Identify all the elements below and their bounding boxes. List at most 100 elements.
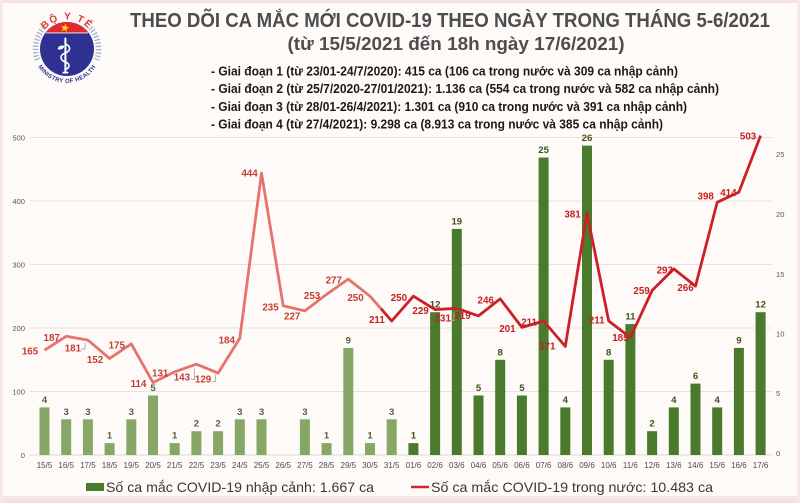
svg-text:09/6: 09/6: [579, 461, 595, 470]
svg-text:201: 201: [499, 324, 516, 335]
svg-text:227: 227: [284, 311, 301, 322]
svg-text:250: 250: [391, 293, 408, 304]
svg-text:29/5: 29/5: [341, 461, 357, 470]
svg-text:211: 211: [521, 318, 537, 329]
svg-text:3: 3: [85, 407, 90, 418]
svg-text:114: 114: [131, 379, 147, 390]
svg-text:0: 0: [776, 449, 780, 458]
svg-text:0: 0: [21, 451, 25, 460]
svg-text:175: 175: [109, 340, 126, 351]
svg-text:235: 235: [262, 302, 279, 313]
svg-text:11/6: 11/6: [623, 461, 639, 470]
svg-text:165: 165: [22, 347, 39, 358]
svg-text:08/6: 08/6: [558, 461, 574, 470]
svg-text:100: 100: [12, 388, 25, 397]
svg-text:1: 1: [411, 431, 417, 442]
svg-text:246: 246: [478, 295, 495, 306]
svg-text:03/6: 03/6: [449, 461, 465, 470]
svg-text:11: 11: [625, 312, 636, 323]
svg-text:16/6: 16/6: [731, 461, 747, 470]
svg-text:19: 19: [451, 216, 462, 227]
svg-text:21/5: 21/5: [167, 461, 183, 470]
svg-text:28/5: 28/5: [319, 461, 335, 470]
svg-text:2: 2: [215, 419, 220, 430]
svg-text:13/6: 13/6: [666, 461, 682, 470]
svg-text:9: 9: [736, 335, 741, 346]
svg-text:398: 398: [698, 191, 715, 202]
svg-text:3: 3: [129, 407, 134, 418]
svg-text:444: 444: [241, 169, 258, 180]
svg-text:25: 25: [776, 150, 784, 159]
svg-text:5: 5: [476, 383, 482, 394]
svg-text:14/6: 14/6: [688, 461, 704, 470]
svg-text:277: 277: [326, 276, 343, 287]
svg-text:07/6: 07/6: [536, 461, 552, 470]
svg-text:Số ca mắc COVID-19 nhập cảnh:: Số ca mắc COVID-19 nhập cảnh: 1.667 ca: [106, 479, 374, 495]
svg-text:1: 1: [367, 431, 373, 442]
svg-text:10: 10: [776, 330, 784, 339]
svg-text:16/5: 16/5: [58, 461, 74, 470]
svg-text:300: 300: [12, 261, 25, 270]
svg-text:1: 1: [324, 431, 330, 442]
svg-text:- Giai đoạn 4 (từ 27/4/2021):: - Giai đoạn 4 (từ 27/4/2021): 9.298 ca (…: [211, 117, 663, 132]
svg-text:12: 12: [755, 300, 766, 311]
svg-text:(từ 15/5/2021 đến 18h ngày 17/: (từ 15/5/2021 đến 18h ngày 17/6/2021): [288, 34, 625, 54]
svg-text:22/5: 22/5: [189, 461, 205, 470]
svg-text:3: 3: [237, 407, 242, 418]
svg-text:3: 3: [64, 407, 69, 418]
svg-text:01/6: 01/6: [406, 461, 422, 470]
svg-text:9: 9: [346, 335, 351, 346]
svg-text:8: 8: [606, 347, 612, 358]
svg-text:3: 3: [259, 407, 264, 418]
svg-text:THEO DÕI CA MẮC MỚI COVID-19 T: THEO DÕI CA MẮC MỚI COVID-19 THEO NGÀY T…: [130, 8, 770, 32]
svg-text:200: 200: [12, 324, 25, 333]
svg-text:2: 2: [649, 419, 654, 430]
svg-text:500: 500: [12, 134, 25, 143]
svg-text:3: 3: [389, 407, 394, 418]
svg-text:20/5: 20/5: [145, 461, 161, 470]
svg-text:26: 26: [582, 133, 593, 144]
svg-text:6: 6: [693, 371, 698, 382]
svg-text:15: 15: [776, 270, 784, 279]
svg-text:06/6: 06/6: [514, 461, 530, 470]
svg-text:503: 503: [740, 132, 757, 143]
svg-text:171: 171: [539, 341, 556, 352]
svg-text:15/5: 15/5: [37, 461, 53, 470]
svg-text:31/5: 31/5: [384, 461, 400, 470]
svg-text:231: 231: [435, 313, 452, 324]
svg-text:15/6: 15/6: [709, 461, 725, 470]
svg-text:19/5: 19/5: [124, 461, 140, 470]
svg-text:2: 2: [194, 419, 199, 430]
svg-text:414: 414: [720, 188, 737, 199]
svg-text:17/5: 17/5: [80, 461, 96, 470]
svg-text:1: 1: [107, 431, 113, 442]
svg-text:131: 131: [152, 368, 169, 379]
svg-text:20: 20: [776, 210, 784, 219]
svg-text:181: 181: [65, 344, 82, 355]
svg-text:400: 400: [12, 197, 25, 206]
svg-text:259: 259: [633, 286, 650, 297]
svg-text:185: 185: [612, 333, 629, 344]
svg-text:26/5: 26/5: [275, 461, 291, 470]
svg-text:229: 229: [412, 306, 429, 317]
svg-text:4: 4: [42, 395, 48, 406]
svg-text:25/5: 25/5: [254, 461, 270, 470]
svg-text:25: 25: [538, 145, 549, 156]
svg-text:187: 187: [44, 333, 61, 344]
svg-text:3: 3: [302, 407, 307, 418]
svg-text:211: 211: [369, 315, 385, 326]
svg-text:129: 129: [195, 375, 212, 386]
svg-text:18/5: 18/5: [102, 461, 118, 470]
svg-text:24/5: 24/5: [232, 461, 248, 470]
svg-text:10/6: 10/6: [601, 461, 617, 470]
svg-text:05/6: 05/6: [492, 461, 508, 470]
svg-text:250: 250: [347, 293, 364, 304]
svg-text:381: 381: [564, 210, 581, 221]
svg-text:253: 253: [304, 291, 321, 302]
svg-text:184: 184: [219, 336, 236, 347]
svg-text:1: 1: [172, 431, 178, 442]
svg-text:5: 5: [776, 389, 780, 398]
svg-text:30/5: 30/5: [362, 461, 378, 470]
svg-text:4: 4: [671, 395, 677, 406]
svg-text:4: 4: [715, 395, 721, 406]
